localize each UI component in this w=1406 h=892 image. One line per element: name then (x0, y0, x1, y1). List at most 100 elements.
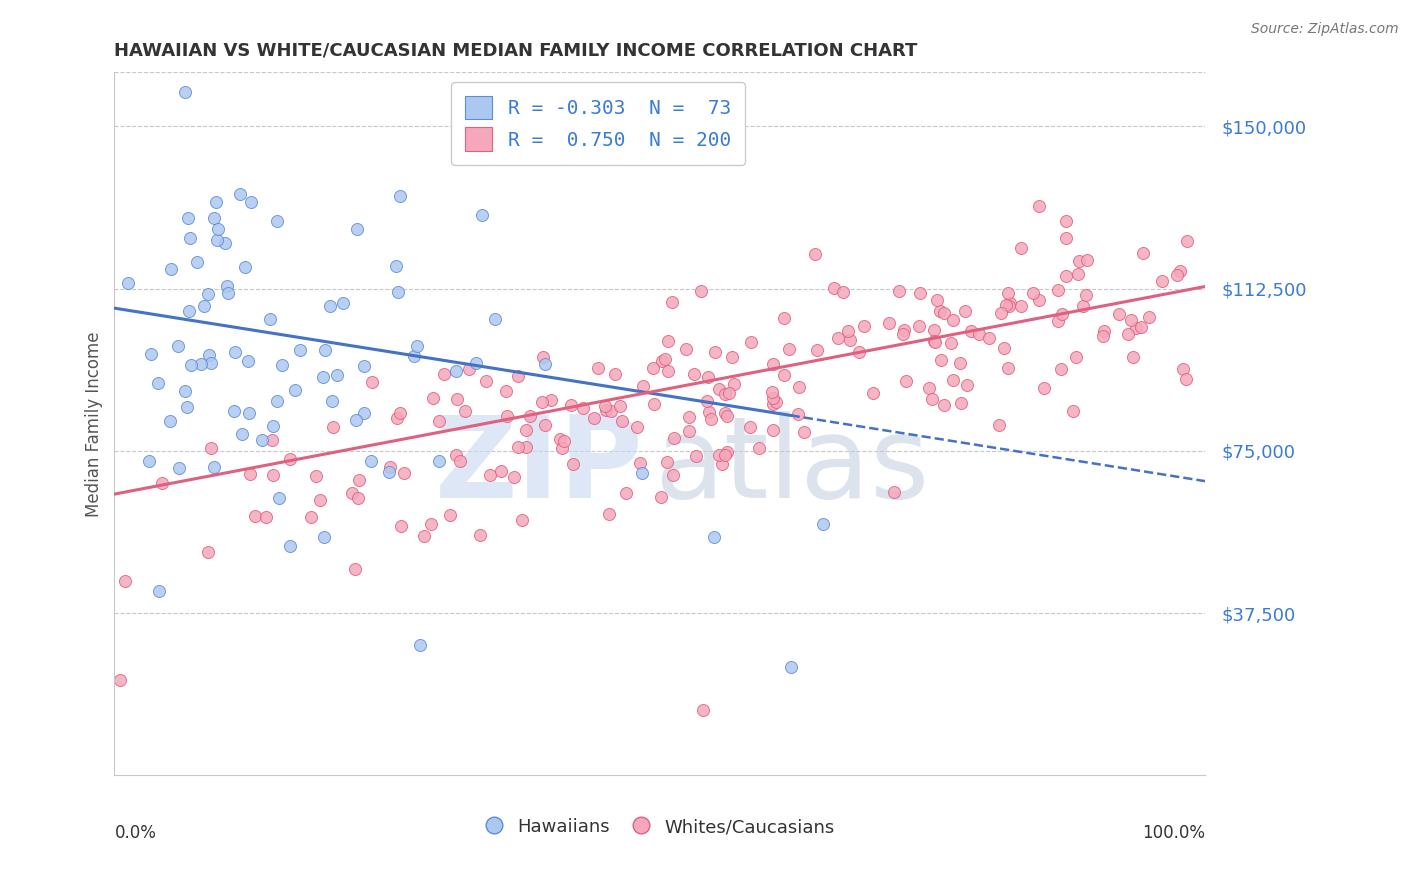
Point (205, 194, 228, 209)
Point (921, 392, 943, 406)
Point (662, 431, 685, 445)
Point (148, 584, 170, 599)
Point (377, 465, 399, 479)
Point (200, 356, 222, 370)
Point (190, 357, 212, 371)
Point (883, 484, 905, 499)
Point (1092, 324, 1115, 338)
Point (979, 331, 1001, 345)
Point (150, 476, 173, 491)
Point (723, 376, 745, 391)
Point (654, 352, 676, 367)
Point (988, 417, 1011, 432)
Point (405, 338, 427, 352)
Point (993, 341, 1015, 355)
Point (704, 345, 727, 359)
Point (657, 363, 679, 377)
Point (651, 353, 673, 368)
Point (1067, 267, 1090, 281)
Point (643, 397, 665, 411)
Point (200, 441, 222, 455)
Point (166, 338, 188, 352)
Point (650, 490, 672, 504)
Point (877, 316, 900, 330)
Point (1125, 321, 1147, 335)
Point (1028, 199, 1050, 213)
Point (1010, 241, 1032, 255)
Point (714, 406, 737, 420)
Point (955, 304, 977, 318)
Point (609, 399, 631, 413)
Text: HAWAIIAN VS WHITE/CAUCASIAN MEDIAN FAMILY INCOME CORRELATION CHART: HAWAIIAN VS WHITE/CAUCASIAN MEDIAN FAMIL… (114, 42, 918, 60)
Point (388, 407, 411, 421)
Point (389, 518, 412, 533)
Text: 100.0%: 100.0% (1142, 824, 1205, 842)
Point (519, 409, 541, 423)
Point (229, 187, 252, 202)
Point (269, 491, 291, 505)
Point (1047, 313, 1070, 327)
Point (305, 469, 328, 483)
Point (786, 407, 808, 421)
Point (685, 449, 707, 463)
Point (245, 508, 267, 523)
Point (146, 376, 169, 390)
Point (495, 384, 517, 399)
Point (696, 393, 718, 408)
Point (560, 398, 582, 412)
Point (1166, 268, 1188, 282)
Point (270, 358, 292, 372)
Point (427, 415, 450, 429)
Point (765, 395, 787, 409)
Point (515, 440, 537, 454)
Point (1046, 283, 1069, 297)
Point (446, 392, 468, 407)
Text: Source: ZipAtlas.com: Source: ZipAtlas.com (1251, 22, 1399, 37)
Point (922, 323, 945, 337)
Point (299, 510, 322, 524)
Point (262, 467, 284, 482)
Point (690, 285, 713, 299)
Point (1076, 253, 1098, 268)
Point (551, 441, 574, 455)
Point (159, 261, 181, 276)
Point (139, 347, 162, 361)
Point (508, 440, 530, 454)
Point (631, 466, 654, 480)
Point (332, 295, 354, 310)
Point (1168, 264, 1191, 278)
Point (385, 260, 408, 274)
Point (266, 213, 288, 227)
Point (217, 285, 239, 300)
Point (813, 517, 835, 532)
Point (626, 420, 648, 434)
Point (657, 334, 679, 348)
Point (675, 342, 697, 356)
Point (778, 343, 800, 357)
Point (454, 404, 477, 418)
Point (465, 356, 488, 370)
Point (1010, 299, 1032, 313)
Point (392, 466, 415, 480)
Point (998, 298, 1021, 312)
Point (1130, 320, 1153, 334)
Point (714, 386, 737, 401)
Point (932, 305, 955, 319)
Point (205, 234, 228, 248)
Point (711, 457, 734, 471)
Point (361, 375, 384, 389)
Point (662, 467, 685, 482)
Point (458, 362, 481, 376)
Point (326, 368, 349, 383)
Point (197, 545, 219, 559)
Point (748, 441, 770, 455)
Point (806, 343, 828, 358)
Point (180, 359, 202, 373)
Point (1137, 310, 1160, 324)
Point (1119, 313, 1142, 327)
Point (793, 425, 815, 439)
Point (889, 284, 911, 298)
Point (197, 286, 219, 301)
Point (929, 352, 952, 367)
Text: ZIP: ZIP (434, 410, 644, 522)
